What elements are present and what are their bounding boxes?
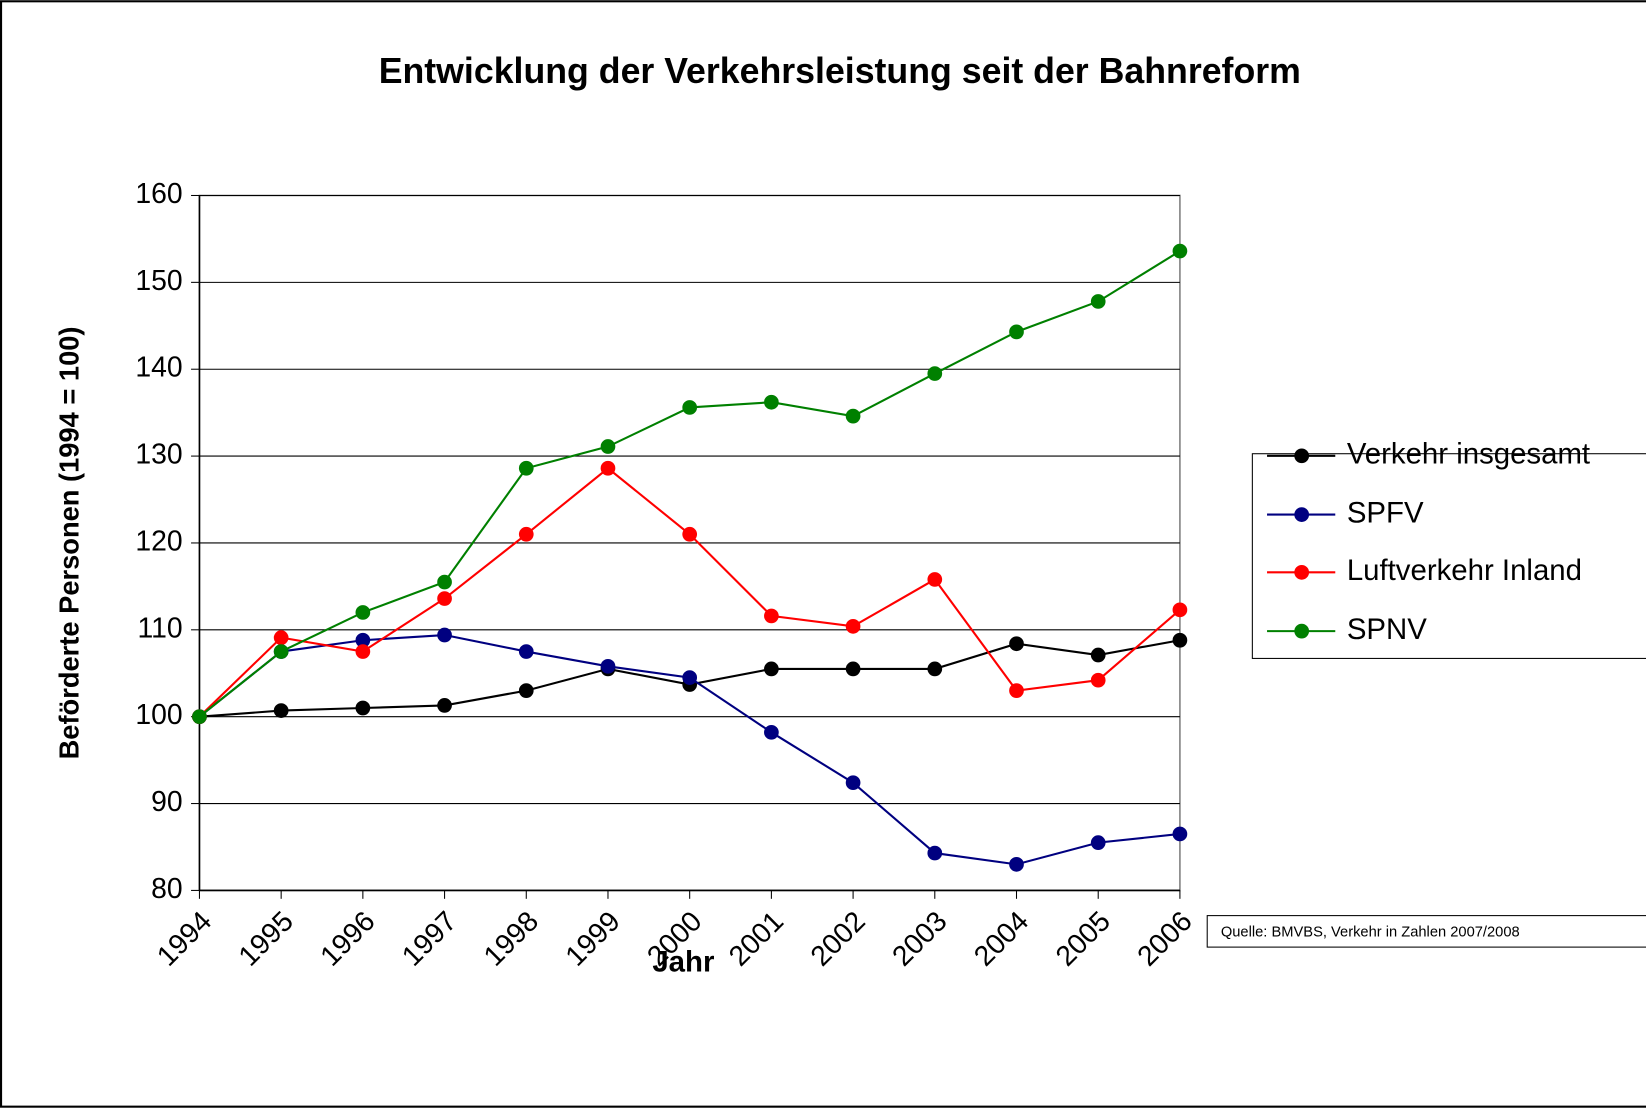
data-point bbox=[1090, 672, 1106, 688]
data-point bbox=[1090, 647, 1106, 663]
y-axis-label: Beförderte Personen (1994 = 100) bbox=[54, 326, 85, 759]
data-point bbox=[192, 709, 207, 725]
data-point bbox=[273, 630, 289, 645]
legend-marker bbox=[1294, 564, 1310, 580]
data-point bbox=[1172, 826, 1188, 842]
y-tick-label: 130 bbox=[135, 439, 182, 471]
legend-label: SPFV bbox=[1347, 496, 1424, 529]
data-point bbox=[437, 591, 452, 606]
data-point bbox=[682, 526, 698, 542]
data-point bbox=[1172, 602, 1188, 618]
y-tick-label: 150 bbox=[135, 265, 182, 297]
legend-label: Luftverkehr Inland bbox=[1347, 554, 1582, 587]
source-note: Quelle: BMVBS, Verkehr in Zahlen 2007/20… bbox=[1221, 924, 1520, 940]
data-point bbox=[437, 698, 452, 713]
data-point bbox=[927, 366, 943, 381]
data-point bbox=[355, 605, 371, 620]
data-point bbox=[764, 608, 779, 624]
data-point bbox=[764, 724, 779, 740]
data-point bbox=[355, 700, 371, 716]
y-tick-label: 140 bbox=[135, 352, 182, 384]
data-point bbox=[273, 703, 289, 718]
y-tick-label: 80 bbox=[151, 873, 183, 905]
data-point bbox=[437, 627, 452, 643]
data-point bbox=[1009, 324, 1024, 340]
data-point bbox=[1090, 835, 1106, 850]
y-tick-label: 100 bbox=[135, 699, 182, 731]
data-point bbox=[682, 670, 698, 685]
y-tick-label: 110 bbox=[137, 612, 182, 644]
legend-label: SPNV bbox=[1347, 613, 1427, 646]
data-point bbox=[845, 661, 861, 677]
data-point bbox=[1090, 294, 1106, 309]
data-point bbox=[927, 572, 943, 587]
data-point bbox=[600, 439, 616, 454]
data-point bbox=[1009, 636, 1024, 652]
legend-label: Verkehr insgesamt bbox=[1347, 438, 1590, 471]
data-point bbox=[600, 460, 616, 476]
data-point bbox=[1172, 243, 1188, 259]
data-point bbox=[1009, 857, 1024, 872]
data-point bbox=[845, 408, 861, 424]
legend-box bbox=[1251, 453, 1646, 659]
data-point bbox=[273, 644, 289, 659]
legend-marker bbox=[1294, 448, 1310, 464]
data-point bbox=[518, 526, 534, 542]
data-point bbox=[1172, 632, 1188, 648]
data-point bbox=[764, 394, 779, 410]
data-point bbox=[518, 460, 534, 476]
y-tick-label: 90 bbox=[151, 786, 183, 818]
y-tick-label: 160 bbox=[135, 178, 182, 210]
x-axis-label: Jahr bbox=[652, 946, 714, 979]
legend-marker bbox=[1294, 507, 1310, 522]
data-point bbox=[355, 632, 371, 648]
data-point bbox=[845, 775, 861, 791]
data-point bbox=[927, 845, 943, 861]
data-point bbox=[927, 661, 943, 677]
data-point bbox=[518, 683, 534, 698]
data-point bbox=[845, 618, 861, 634]
data-point bbox=[518, 644, 534, 659]
source-box bbox=[1206, 915, 1646, 948]
chart-title: Entwicklung der Verkehrsleistung seit de… bbox=[379, 51, 1301, 91]
data-point bbox=[600, 658, 616, 674]
legend-marker bbox=[1294, 623, 1310, 639]
data-point bbox=[1009, 683, 1024, 698]
data-point bbox=[437, 574, 452, 590]
data-point bbox=[682, 400, 698, 415]
data-point bbox=[355, 644, 371, 659]
y-tick-label: 120 bbox=[135, 525, 182, 557]
data-point bbox=[764, 661, 779, 677]
